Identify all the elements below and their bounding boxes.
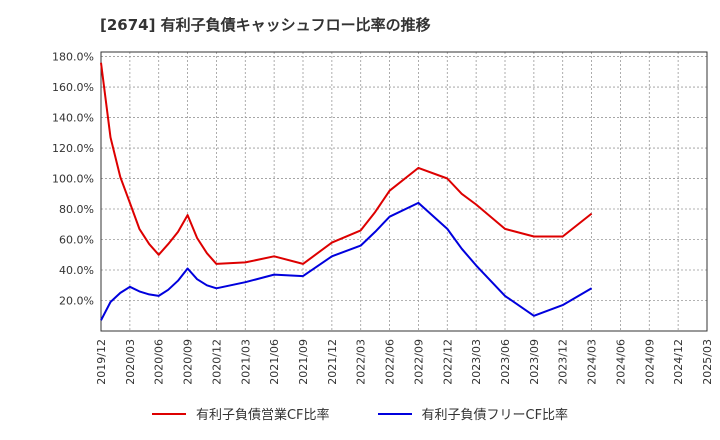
x-tick-label: 2024/03	[586, 339, 599, 385]
x-tick-label: 2025/03	[701, 339, 714, 385]
x-tick-label: 2020/03	[124, 339, 137, 385]
y-tick-label: 80.0%	[59, 203, 94, 216]
x-tick-label: 2021/03	[239, 339, 252, 385]
x-tick-label: 2022/09	[412, 339, 425, 385]
plot-border	[100, 51, 708, 332]
x-tick-label: 2020/06	[153, 339, 166, 385]
y-tick-label: 40.0%	[59, 264, 94, 277]
x-tick-label: 2022/06	[384, 339, 397, 385]
series-line-0	[100, 62, 593, 265]
y-tick-label: 160.0%	[52, 81, 94, 94]
x-tick-label: 2022/03	[355, 339, 368, 385]
y-tick-label: 180.0%	[52, 51, 94, 64]
legend-item-free-cf: 有利子負債フリーCF比率	[377, 404, 569, 423]
x-tick-label: 2020/12	[210, 339, 223, 385]
legend-swatch-free-cf	[377, 412, 412, 415]
legend-item-operating-cf: 有利子負債営業CF比率	[151, 404, 330, 423]
y-tick-label: 20.0%	[59, 295, 94, 308]
series-line-1	[100, 201, 593, 321]
y-tick-label: 60.0%	[59, 234, 94, 247]
x-tick-label: 2024/09	[643, 339, 656, 385]
y-tick-label: 120.0%	[52, 142, 94, 155]
x-tick-label: 2023/12	[557, 339, 570, 385]
y-tick-label: 140.0%	[52, 112, 94, 125]
chart-title: [2674] 有利子負債キャッシュフロー比率の推移	[100, 16, 431, 34]
x-tick-label: 2023/03	[470, 339, 483, 385]
x-tick-label: 2021/12	[326, 339, 339, 385]
x-tick-label: 2021/06	[268, 339, 281, 385]
x-tick-label: 2023/09	[528, 339, 541, 385]
legend-swatch-operating-cf	[151, 412, 186, 415]
x-tick-label: 2024/12	[672, 339, 685, 385]
x-tick-label: 2021/09	[297, 339, 310, 385]
y-tick-label: 100.0%	[52, 173, 94, 186]
legend-label-free-cf: 有利子負債フリーCF比率	[421, 408, 569, 423]
legend: 有利子負債営業CF比率 有利子負債フリーCF比率	[0, 404, 720, 423]
legend-label-operating-cf: 有利子負債営業CF比率	[195, 408, 330, 423]
x-tick-label: 2019/12	[95, 339, 108, 385]
x-tick-label: 2022/12	[441, 339, 454, 385]
plot-area	[101, 52, 707, 331]
x-tick-label: 2024/06	[614, 339, 627, 385]
x-tick-label: 2023/06	[499, 339, 512, 385]
x-tick-label: 2020/09	[182, 339, 195, 385]
